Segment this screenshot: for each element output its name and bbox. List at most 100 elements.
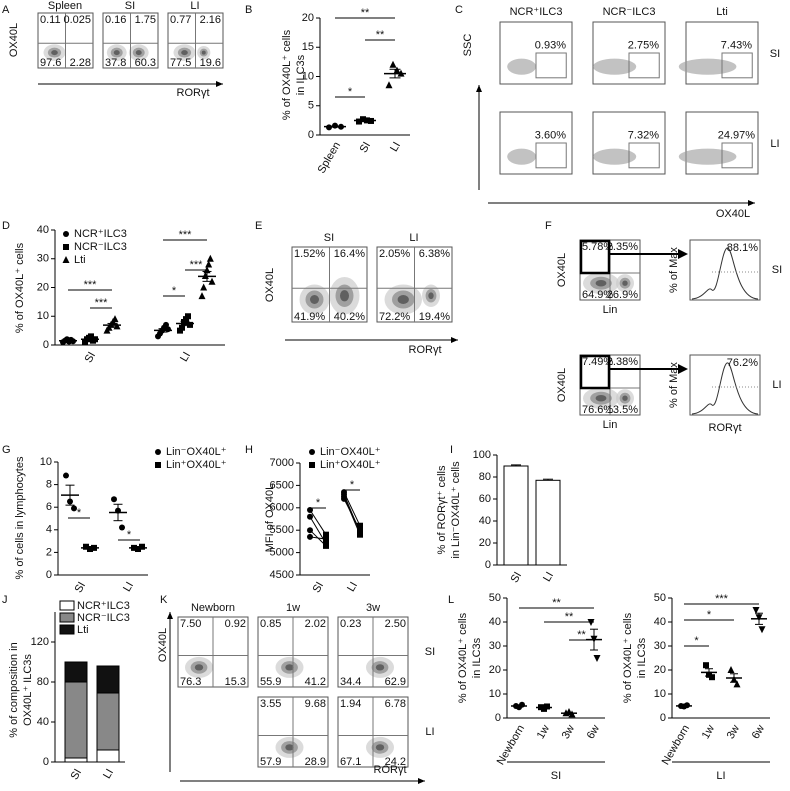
y-tick-label: 30 (654, 640, 666, 652)
y-tick-label: 20 (489, 664, 501, 676)
data-point (179, 324, 185, 331)
y-tick-label: 120 (31, 636, 49, 648)
data-point (752, 607, 760, 614)
y-tick-label: 40 (489, 616, 501, 628)
x-tick-label: SI (73, 580, 89, 595)
gate-percent: 7.43% (721, 39, 752, 51)
bar-segment (96, 692, 120, 751)
quadrant-percent: 19.4% (419, 311, 450, 323)
y-tick-label: 80 (37, 676, 49, 688)
y-tick-label: 20 (654, 664, 666, 676)
density-blob (201, 50, 206, 55)
gate (628, 142, 660, 169)
gate (628, 52, 660, 79)
y-tick-label: 15 (302, 41, 314, 53)
bar-segment (64, 661, 88, 683)
y-tick-label: 10 (302, 70, 314, 82)
x-tick-label: 3w (560, 723, 577, 741)
panel-label: G (2, 444, 11, 456)
data-point (323, 536, 329, 543)
data-point (703, 662, 709, 669)
density-blob (678, 148, 737, 165)
y-tick-label: 30 (37, 253, 49, 265)
plot-title: SI (125, 0, 135, 12)
bar-segment (64, 757, 88, 763)
y-tick-label: 0 (308, 129, 314, 141)
axis-label: OX40L (8, 23, 20, 57)
plot-title: Spleen (48, 0, 82, 12)
data-point (307, 533, 313, 540)
x-tick-label: 3w (725, 723, 742, 741)
legend-label: Lti (74, 254, 86, 266)
density-blob (340, 290, 349, 302)
data-point (119, 524, 125, 531)
arrow-head (748, 200, 755, 206)
legend-swatch (59, 612, 75, 623)
legend-label: NCR⁻ILC3 (74, 241, 127, 253)
legend-label: NCR⁻ILC3 (77, 612, 130, 624)
arrow-head (216, 81, 223, 87)
data-point (200, 283, 208, 291)
quadrant-percent: 60.3 (135, 57, 156, 69)
density-blob (397, 295, 409, 304)
panel-label: C (455, 4, 463, 16)
x-tick-label: LI (101, 767, 116, 781)
y-tick-label: 7000 (270, 457, 294, 469)
density-blob (595, 279, 607, 287)
significance-label: * (350, 479, 355, 491)
arrow-head (418, 778, 425, 784)
y-tick-label: 40 (37, 716, 49, 728)
x-tick-label: 6w (585, 723, 602, 741)
significance-label: * (707, 609, 712, 621)
density-blob (285, 664, 294, 671)
data-point (357, 531, 363, 538)
axis-label: OX40L (716, 208, 750, 220)
data-point (111, 315, 119, 323)
significance-label: *** (190, 259, 204, 271)
quadrant-percent: 1.52% (294, 248, 325, 260)
legend-label: NCR⁺ILC3 (77, 600, 130, 612)
quadrant-percent: 62.9 (385, 676, 406, 688)
data-point (63, 231, 69, 237)
significance-label: * (172, 285, 177, 297)
data-point (709, 674, 715, 681)
x-tick-label: SI (311, 580, 327, 595)
quadrant-percent: 2.50 (385, 618, 406, 630)
axis-label: OX40L (264, 268, 276, 302)
axis-label: OX40L⁺ ILC3s (22, 654, 34, 726)
y-tick-label: 8 (46, 479, 52, 491)
data-point (323, 531, 329, 538)
axis-label: RORγt (409, 344, 442, 356)
axis-label: % of OX40L⁺ cells (14, 242, 26, 333)
data-point (155, 462, 161, 468)
panel-label: J (2, 594, 8, 606)
data-point (323, 542, 329, 549)
plot-title: LI (409, 232, 418, 244)
data-point (307, 527, 313, 534)
axis-label: RORγt (177, 87, 210, 99)
density-blob (595, 394, 607, 402)
quadrant-percent: 0.23 (340, 618, 361, 630)
pair-line (309, 509, 327, 535)
panel-label: A (2, 4, 10, 16)
axis-label: Lin (603, 419, 618, 431)
axis-label: % of RORγt⁺ cells (436, 465, 448, 554)
column-title: Lti (716, 6, 728, 18)
axis-label: % of OX40L⁺ cells (281, 29, 293, 120)
significance-label: * (694, 635, 699, 647)
column-title: 1w (286, 602, 300, 614)
data-point (71, 505, 77, 512)
significance-label: * (348, 86, 353, 98)
arrow-head (451, 337, 458, 343)
column-title: NCR⁻ILC3 (603, 6, 656, 18)
density-blob (622, 395, 628, 401)
y-tick-label: 20 (302, 12, 314, 24)
quadrant-percent: 24.2 (385, 756, 406, 768)
density-blob (375, 664, 385, 671)
data-point (307, 513, 313, 520)
y-tick-label: 40 (479, 515, 491, 527)
data-point (206, 254, 214, 262)
y-tick-label: 10 (37, 310, 49, 322)
quadrant-percent: 64.9% (582, 289, 613, 301)
panel-label: F (545, 220, 552, 232)
